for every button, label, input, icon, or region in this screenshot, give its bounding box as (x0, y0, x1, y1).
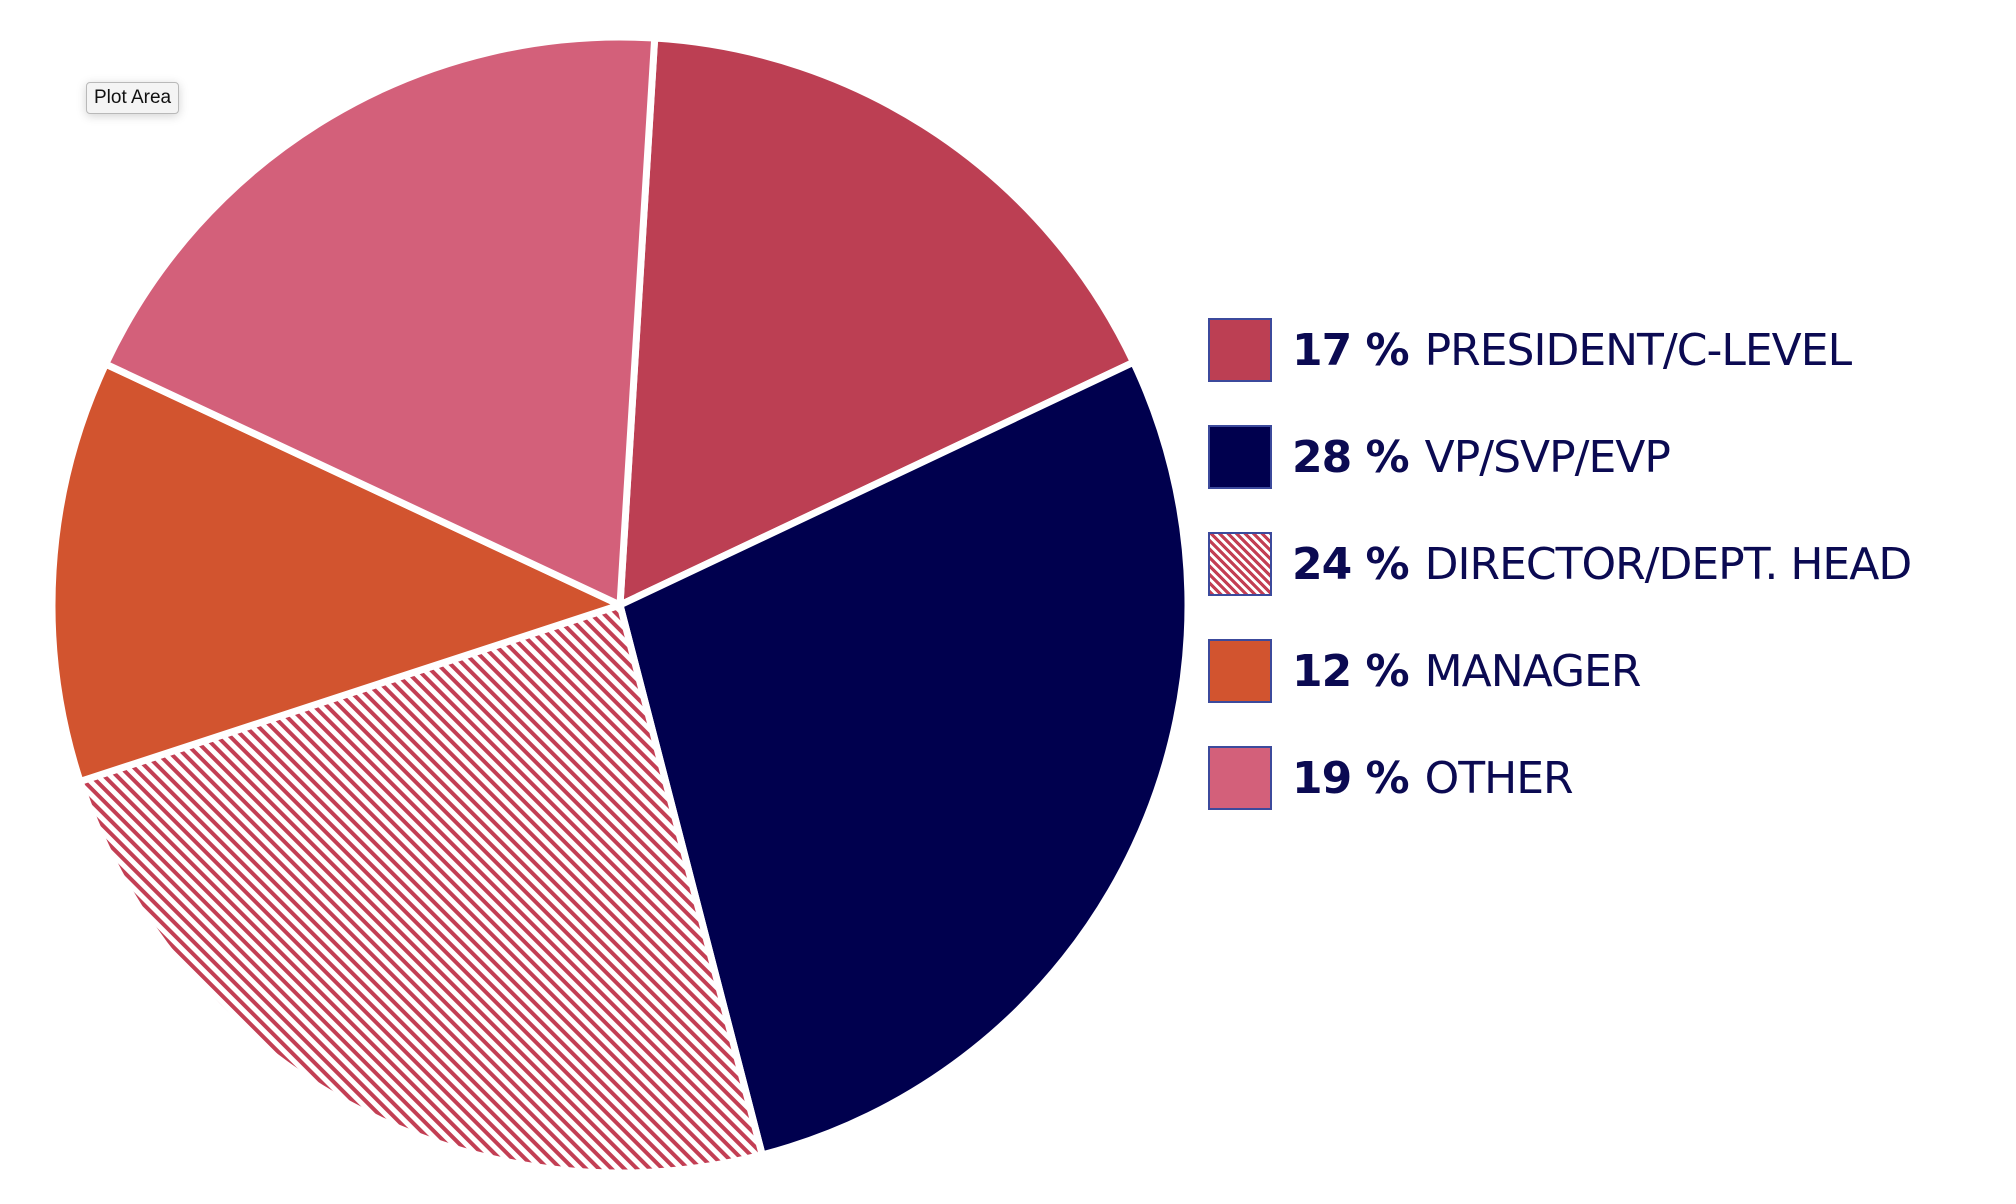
legend-label-vp: VP/SVP/EVP (1424, 431, 1671, 483)
pie-slice-other (102, 33, 659, 609)
legend-item-other: 19 % OTHER (1208, 744, 1911, 812)
legend-value-vp: 28 % (1292, 431, 1410, 483)
pie-slice-president (616, 34, 1138, 609)
legend-value-director: 24 % (1292, 538, 1410, 590)
legend-item-director: 24 % DIRECTOR/DEPT. HEAD (1208, 530, 1913, 598)
pie-slice-vp (616, 358, 1192, 1159)
legend-value-president: 17 % (1292, 324, 1410, 376)
legend-swatch-president (1208, 318, 1272, 382)
legend-item-manager: 12 % MANAGER (1208, 637, 1911, 705)
legend-label-other: OTHER (1424, 752, 1574, 804)
legend-item-president: 17 % PRESIDENT/C-LEVEL (1208, 316, 1911, 384)
legend-swatch-other (1208, 746, 1272, 810)
legend-swatch-vp (1208, 425, 1272, 489)
legend-swatch-manager (1208, 639, 1272, 703)
pie-slice-manager (48, 360, 624, 785)
legend-value-other: 19 % (1292, 752, 1410, 804)
legend-label-manager: MANAGER (1424, 645, 1642, 697)
legend-swatch-director (1208, 532, 1272, 596)
pie-slice-director (76, 601, 766, 1177)
plot-area-tooltip: Plot Area (86, 82, 180, 114)
legend-label-president: PRESIDENT/C-LEVEL (1424, 324, 1852, 376)
chart-legend: 17 % PRESIDENT/C-LEVEL 28 % VP/SVP/EVP 2… (1208, 316, 1913, 851)
legend-label-director: DIRECTOR/DEPT. HEAD (1424, 538, 1913, 590)
legend-item-vp: 28 % VP/SVP/EVP (1208, 423, 1911, 491)
legend-value-manager: 12 % (1292, 645, 1410, 697)
pie-slices (48, 33, 1192, 1177)
